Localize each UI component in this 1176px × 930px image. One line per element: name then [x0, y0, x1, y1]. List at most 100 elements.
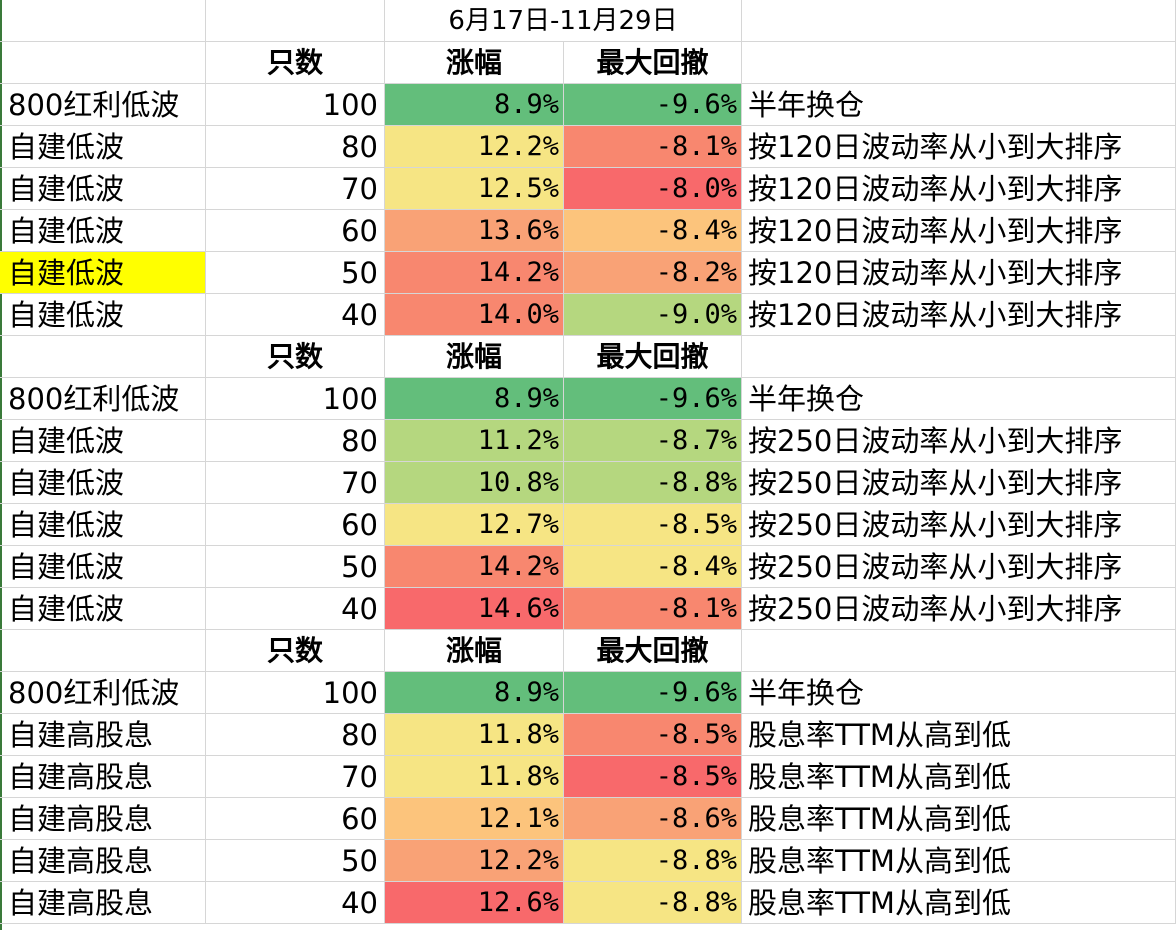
drawdown-cell[interactable]: -8.4% [564, 210, 742, 252]
header-count[interactable]: 只数 [206, 336, 385, 378]
method-note-cell[interactable]: 股息率TTM从高到低 [742, 798, 1176, 840]
gain-cell[interactable]: 12.7% [385, 504, 564, 546]
drawdown-cell[interactable]: -9.6% [564, 672, 742, 714]
stock-count-cell[interactable]: 80 [206, 420, 385, 462]
gain-cell[interactable]: 8.9% [385, 84, 564, 126]
gain-cell[interactable]: 12.5% [385, 168, 564, 210]
gain-cell[interactable]: 10.8% [385, 462, 564, 504]
blank-cell[interactable] [742, 42, 1176, 84]
gain-cell[interactable]: 12.1% [385, 798, 564, 840]
drawdown-cell[interactable]: -8.8% [564, 840, 742, 882]
header-gain[interactable]: 涨幅 [385, 630, 564, 672]
stock-count-cell[interactable]: 80 [206, 126, 385, 168]
drawdown-cell[interactable]: -9.6% [564, 84, 742, 126]
gain-cell[interactable]: 12.2% [385, 126, 564, 168]
strategy-name-cell[interactable]: 自建高股息 [0, 756, 206, 798]
strategy-name-cell[interactable]: 自建低波 [0, 126, 206, 168]
stock-count-cell[interactable]: 70 [206, 168, 385, 210]
drawdown-cell[interactable]: -8.8% [564, 882, 742, 924]
method-note-cell[interactable]: 按250日波动率从小到大排序 [742, 462, 1176, 504]
drawdown-cell[interactable]: -8.5% [564, 714, 742, 756]
blank-cell[interactable] [0, 42, 206, 84]
drawdown-cell[interactable]: -8.7% [564, 420, 742, 462]
drawdown-cell[interactable]: -8.4% [564, 546, 742, 588]
header-count[interactable]: 只数 [206, 42, 385, 84]
header-drawdown[interactable]: 最大回撤 [564, 42, 742, 84]
gain-cell[interactable]: 8.9% [385, 672, 564, 714]
strategy-name-cell[interactable]: 自建低波 [0, 504, 206, 546]
header-gain[interactable]: 涨幅 [385, 42, 564, 84]
stock-count-cell[interactable]: 100 [206, 84, 385, 126]
stock-count-cell[interactable]: 100 [206, 378, 385, 420]
strategy-name-cell[interactable]: 800红利低波 [0, 378, 206, 420]
method-note-cell[interactable]: 半年换仓 [742, 378, 1176, 420]
blank-cell[interactable] [206, 0, 385, 42]
stock-count-cell[interactable]: 80 [206, 714, 385, 756]
strategy-name-cell[interactable]: 自建低波 [0, 168, 206, 210]
strategy-name-cell[interactable]: 自建低波 [0, 546, 206, 588]
gain-cell[interactable]: 14.2% [385, 252, 564, 294]
stock-count-cell[interactable]: 70 [206, 756, 385, 798]
strategy-name-cell[interactable]: 自建高股息 [0, 714, 206, 756]
strategy-name-cell[interactable]: 800红利低波 [0, 84, 206, 126]
header-gain[interactable]: 涨幅 [385, 336, 564, 378]
stock-count-cell[interactable]: 100 [206, 672, 385, 714]
stock-count-cell[interactable]: 50 [206, 840, 385, 882]
method-note-cell[interactable]: 半年换仓 [742, 84, 1176, 126]
stock-count-cell[interactable]: 40 [206, 882, 385, 924]
drawdown-cell[interactable]: -8.6% [564, 798, 742, 840]
strategy-name-cell[interactable]: 自建低波 [0, 462, 206, 504]
method-note-cell[interactable]: 按120日波动率从小到大排序 [742, 210, 1176, 252]
strategy-name-cell[interactable]: 800红利低波 [0, 672, 206, 714]
drawdown-cell[interactable]: -8.5% [564, 756, 742, 798]
gain-cell[interactable]: 12.2% [385, 840, 564, 882]
stock-count-cell[interactable]: 60 [206, 798, 385, 840]
stock-count-cell[interactable]: 50 [206, 546, 385, 588]
drawdown-cell[interactable]: -8.5% [564, 504, 742, 546]
drawdown-cell[interactable]: -8.1% [564, 588, 742, 630]
drawdown-cell[interactable]: -8.2% [564, 252, 742, 294]
method-note-cell[interactable]: 按120日波动率从小到大排序 [742, 168, 1176, 210]
blank-cell[interactable] [742, 336, 1176, 378]
strategy-name-cell[interactable]: 自建低波 [0, 252, 206, 294]
method-note-cell[interactable]: 按120日波动率从小到大排序 [742, 252, 1176, 294]
blank-cell[interactable] [742, 0, 1176, 42]
header-drawdown[interactable]: 最大回撤 [564, 630, 742, 672]
gain-cell[interactable]: 11.2% [385, 420, 564, 462]
gain-cell[interactable]: 11.8% [385, 714, 564, 756]
gain-cell[interactable]: 12.6% [385, 882, 564, 924]
stock-count-cell[interactable]: 40 [206, 588, 385, 630]
method-note-cell[interactable]: 按250日波动率从小到大排序 [742, 546, 1176, 588]
method-note-cell[interactable]: 按250日波动率从小到大排序 [742, 504, 1176, 546]
date-range-title[interactable]: 6月17日-11月29日 [385, 0, 742, 42]
gain-cell[interactable]: 11.8% [385, 756, 564, 798]
stock-count-cell[interactable]: 60 [206, 210, 385, 252]
drawdown-cell[interactable]: -9.0% [564, 294, 742, 336]
header-drawdown[interactable]: 最大回撤 [564, 336, 742, 378]
stock-count-cell[interactable]: 40 [206, 294, 385, 336]
gain-cell[interactable]: 8.9% [385, 378, 564, 420]
method-note-cell[interactable]: 股息率TTM从高到低 [742, 840, 1176, 882]
method-note-cell[interactable]: 股息率TTM从高到低 [742, 756, 1176, 798]
strategy-name-cell[interactable]: 自建高股息 [0, 798, 206, 840]
method-note-cell[interactable]: 按120日波动率从小到大排序 [742, 126, 1176, 168]
strategy-name-cell[interactable]: 自建高股息 [0, 840, 206, 882]
strategy-name-cell[interactable]: 自建低波 [0, 588, 206, 630]
blank-cell[interactable] [0, 336, 206, 378]
stock-count-cell[interactable]: 70 [206, 462, 385, 504]
strategy-name-cell[interactable]: 自建低波 [0, 420, 206, 462]
strategy-name-cell[interactable]: 自建低波 [0, 210, 206, 252]
header-count[interactable]: 只数 [206, 630, 385, 672]
stock-count-cell[interactable]: 60 [206, 504, 385, 546]
strategy-name-cell[interactable]: 自建高股息 [0, 882, 206, 924]
stock-count-cell[interactable]: 50 [206, 252, 385, 294]
gain-cell[interactable]: 13.6% [385, 210, 564, 252]
gain-cell[interactable]: 14.6% [385, 588, 564, 630]
blank-cell[interactable] [742, 630, 1176, 672]
drawdown-cell[interactable]: -8.1% [564, 126, 742, 168]
blank-cell[interactable] [0, 0, 206, 42]
gain-cell[interactable]: 14.2% [385, 546, 564, 588]
method-note-cell[interactable]: 按120日波动率从小到大排序 [742, 294, 1176, 336]
gain-cell[interactable]: 14.0% [385, 294, 564, 336]
blank-cell[interactable] [0, 630, 206, 672]
